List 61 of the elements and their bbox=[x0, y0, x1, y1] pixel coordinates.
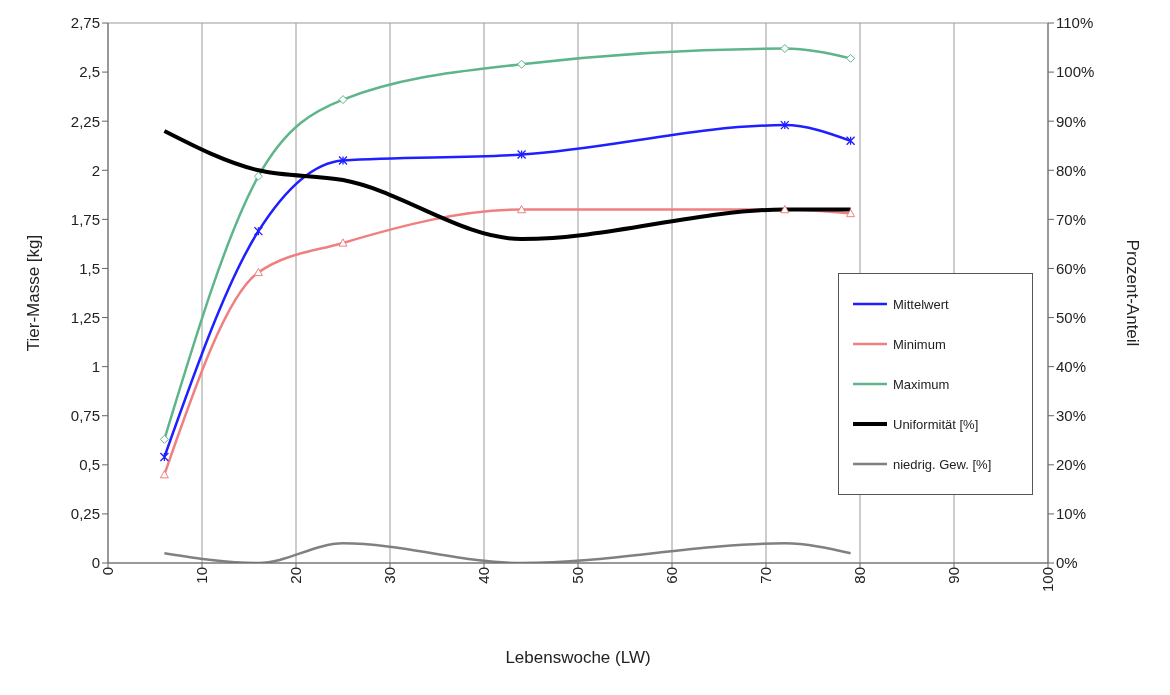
x-tick-label: 90 bbox=[944, 567, 962, 584]
point bbox=[780, 205, 790, 214]
point bbox=[846, 53, 856, 63]
y2-tick-label: 10% bbox=[1056, 505, 1087, 523]
y-tick-label: 1,5 bbox=[79, 259, 100, 277]
point bbox=[845, 136, 856, 146]
x-tick-label: 50 bbox=[568, 567, 586, 584]
x-tick-label: 0 bbox=[98, 567, 116, 576]
y2-tick-label: 0% bbox=[1056, 554, 1078, 572]
y-tick-label: 0,5 bbox=[79, 456, 100, 474]
y2-tick-label: 90% bbox=[1056, 112, 1087, 130]
x-tick-label: 40 bbox=[474, 567, 492, 584]
y-tick-label: 1,75 bbox=[70, 210, 100, 228]
y2-tick-label: 20% bbox=[1056, 456, 1087, 474]
y-tick-label: 0 bbox=[91, 554, 100, 572]
y-axis-title: Tier-Masse [kg] bbox=[24, 234, 44, 352]
point bbox=[338, 155, 348, 166]
legend-label: Uniformität [%] bbox=[893, 416, 979, 432]
point bbox=[517, 59, 527, 69]
y2-axis-title: Prozent-Anteil bbox=[1122, 239, 1142, 347]
legend-label: Maximum bbox=[893, 376, 950, 392]
y-tick-label: 0,25 bbox=[70, 505, 100, 523]
point bbox=[159, 452, 170, 462]
y2-tick-label: 30% bbox=[1056, 407, 1087, 425]
legend-label: Minimum bbox=[893, 336, 946, 352]
legend-label: Mittelwert bbox=[893, 296, 949, 312]
y-tick-label: 2 bbox=[91, 161, 100, 179]
y2-tick-label: 70% bbox=[1056, 210, 1087, 228]
x-tick-label: 20 bbox=[286, 567, 304, 584]
point bbox=[517, 205, 527, 214]
x-tick-label: 100 bbox=[1038, 567, 1056, 593]
y-tick-label: 0,75 bbox=[70, 407, 100, 425]
y2-tick-label: 60% bbox=[1056, 259, 1087, 277]
y-tick-label: 2,25 bbox=[70, 112, 100, 130]
x-tick-label: 80 bbox=[850, 567, 868, 584]
y2-tick-label: 40% bbox=[1056, 357, 1087, 375]
y2-tick-label: 110% bbox=[1056, 14, 1094, 32]
x-tick-label: 60 bbox=[662, 567, 680, 584]
point bbox=[846, 208, 856, 218]
point bbox=[338, 95, 348, 105]
x-tick-label: 70 bbox=[756, 567, 774, 584]
point bbox=[516, 149, 527, 160]
point bbox=[780, 44, 790, 54]
point bbox=[338, 238, 348, 247]
x-axis-title: Lebenswoche (LW) bbox=[505, 648, 651, 667]
y-tick-label: 2,75 bbox=[70, 14, 100, 32]
point bbox=[780, 120, 790, 130]
x-tick-label: 10 bbox=[192, 567, 210, 584]
point bbox=[253, 171, 263, 181]
y2-tick-label: 80% bbox=[1056, 161, 1087, 179]
y-tick-label: 2,5 bbox=[79, 63, 100, 81]
x-tick-label: 30 bbox=[380, 567, 398, 584]
y2-tick-label: 50% bbox=[1056, 308, 1087, 326]
line-series bbox=[162, 129, 853, 241]
y2-tick-label: 100% bbox=[1056, 63, 1095, 81]
legend-label: niedrig. Gew. [%] bbox=[893, 456, 992, 472]
y-tick-label: 1,25 bbox=[70, 308, 100, 326]
point bbox=[159, 434, 169, 444]
point bbox=[159, 470, 169, 479]
y-tick-label: 1 bbox=[91, 357, 100, 375]
point bbox=[253, 226, 264, 236]
